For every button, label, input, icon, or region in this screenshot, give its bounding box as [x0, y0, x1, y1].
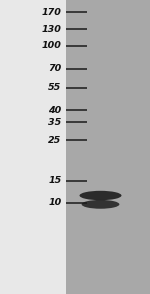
- Text: 70: 70: [48, 64, 62, 73]
- Text: 35: 35: [48, 118, 62, 126]
- Text: 130: 130: [42, 25, 62, 34]
- Ellipse shape: [82, 200, 119, 209]
- Text: 40: 40: [48, 106, 62, 115]
- Bar: [0, 0, 66, 294]
- Text: 10: 10: [48, 198, 62, 207]
- Text: 15: 15: [48, 176, 62, 185]
- Text: 55: 55: [48, 83, 62, 92]
- Text: 100: 100: [42, 41, 62, 50]
- Ellipse shape: [80, 191, 122, 200]
- Text: 170: 170: [42, 8, 62, 17]
- Text: 25: 25: [48, 136, 62, 145]
